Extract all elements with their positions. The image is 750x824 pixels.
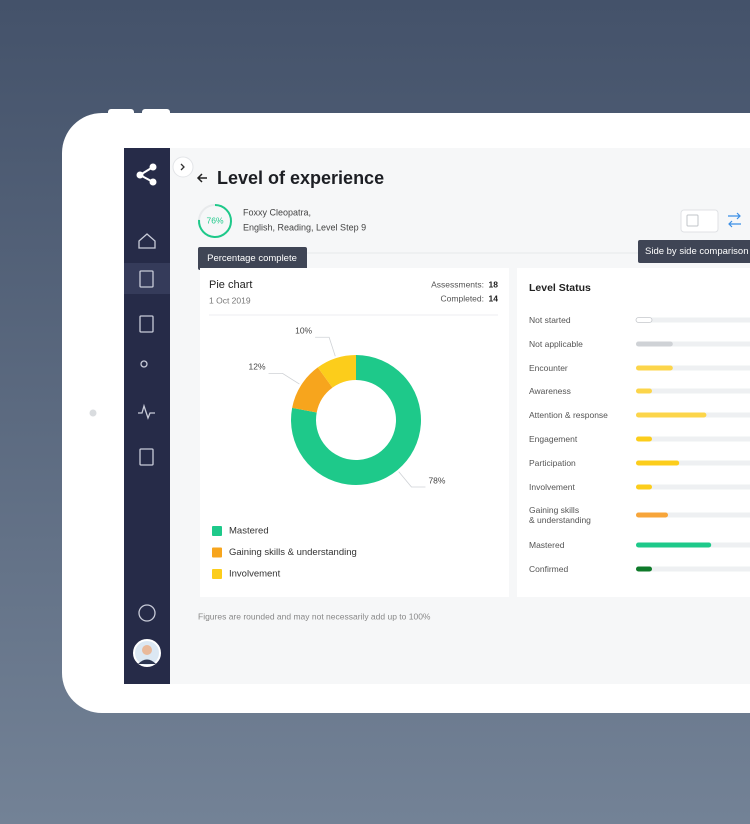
status-label: Participation: [529, 458, 576, 468]
bar: [636, 566, 652, 572]
completed-count: 14: [489, 293, 499, 303]
back-arrow[interactable]: [196, 173, 207, 183]
bar-track: [636, 484, 750, 490]
status-label: Mastered: [529, 540, 565, 550]
collapse-button[interactable]: [172, 156, 194, 178]
legend-label: Mastered: [229, 526, 269, 537]
calendar-icon: [686, 214, 699, 227]
people-icon[interactable]: [140, 360, 148, 368]
sidebar-icons: [136, 163, 157, 622]
bar: [636, 388, 652, 394]
student-name: Foxxy Cleopatra,: [243, 207, 311, 217]
bar: [636, 542, 712, 548]
home-sensor: [89, 409, 97, 417]
pie-slice: [291, 355, 422, 485]
legend-label: Gaining skills & understanding: [229, 547, 357, 558]
book-icon[interactable]: [139, 448, 154, 466]
status-label: Gaining skills & understanding: [529, 505, 591, 525]
assessments-count: 18: [489, 279, 499, 289]
legend-swatch: [212, 526, 222, 536]
bar-track: [636, 317, 750, 323]
bar-track: [636, 566, 750, 572]
status-label: Engagement: [529, 434, 578, 444]
completed-label: Completed:: [441, 293, 484, 303]
bar: [636, 436, 652, 442]
page-title: Level of experience: [217, 168, 384, 188]
bar: [636, 412, 707, 418]
student-subject: English, Reading, Level Step 9: [243, 222, 366, 232]
card-title: Pie chart: [209, 279, 252, 291]
leader-line: [398, 471, 426, 488]
legend-swatch: [212, 547, 222, 558]
legend-label: Involvement: [229, 569, 281, 580]
progress-ring: [198, 204, 232, 238]
status-label: Attention & response: [529, 410, 608, 420]
avatar-face: [142, 645, 152, 655]
slice-label: 78%: [428, 475, 445, 485]
collapse-chevron: [180, 163, 185, 171]
bar: [635, 317, 653, 323]
help-icon[interactable]: [138, 604, 156, 622]
bar: [636, 365, 673, 371]
status-label: Involvement: [529, 482, 575, 492]
progress-label: 76%: [206, 215, 223, 225]
slice-label: 10%: [295, 326, 312, 336]
status-card: [517, 268, 750, 597]
avatar-body: [138, 659, 156, 664]
bar: [636, 460, 680, 466]
pie-slice: [292, 367, 333, 413]
status-label: Not started: [529, 315, 571, 325]
assessments-label: Assessments:: [431, 279, 484, 289]
legend-swatch: [212, 569, 222, 579]
slice-label: 12%: [249, 362, 266, 372]
pie-slice: [317, 355, 356, 388]
compare-icon[interactable]: [728, 212, 741, 228]
tooltip: [198, 247, 307, 270]
pie-card: [200, 268, 509, 597]
activity-icon[interactable]: [138, 403, 155, 420]
tooltip-text: Side by side comparison: [645, 246, 749, 257]
bar: [636, 484, 652, 490]
tooltip: [638, 240, 750, 263]
report-icon[interactable]: [139, 270, 154, 288]
tooltip-text: Percentage complete: [207, 253, 297, 264]
status-title: Level Status: [529, 282, 591, 294]
footnote: Figures are rounded and may not necessar…: [198, 611, 431, 621]
sidebar-active: [124, 263, 170, 294]
leader-line: [268, 372, 300, 385]
status-label: Not applicable: [529, 339, 583, 349]
contacts-icon[interactable]: [139, 315, 154, 333]
status-label: Confirmed: [529, 564, 569, 574]
leader-line: [315, 336, 336, 357]
bar-track: [636, 436, 750, 442]
bar: [636, 512, 668, 518]
status-label: Awareness: [529, 386, 571, 396]
home-icon[interactable]: [138, 233, 156, 249]
bar: [636, 341, 673, 347]
bar-track: [636, 388, 750, 394]
status-label: Encounter: [529, 363, 568, 373]
card-date: 1 Oct 2019: [209, 295, 251, 305]
